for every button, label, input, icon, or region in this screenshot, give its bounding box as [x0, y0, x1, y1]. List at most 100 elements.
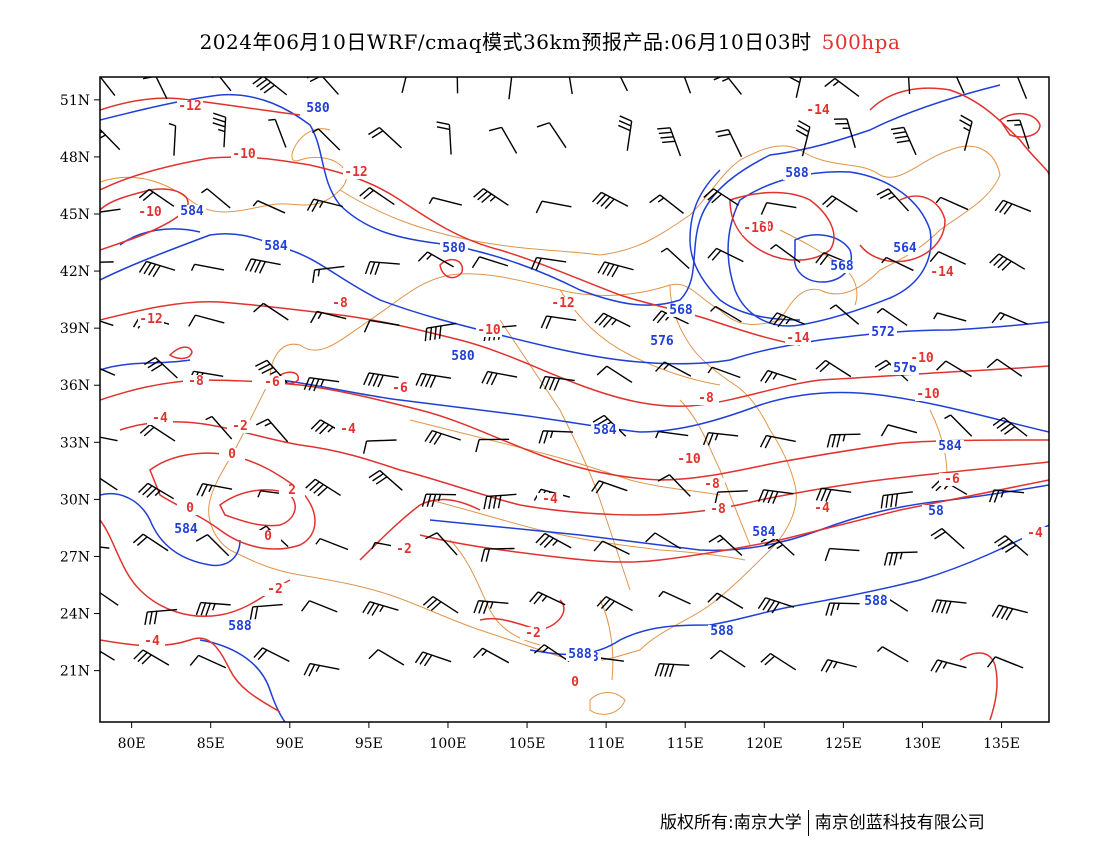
wind-barb: [825, 602, 860, 616]
temperature-label: -8: [332, 296, 348, 311]
wind-barb: [822, 195, 858, 213]
wind-barb: [483, 493, 517, 510]
temperature-contour: [998, 113, 1041, 138]
temperature-label: -4: [340, 422, 356, 437]
wind-barb: [100, 208, 121, 213]
lat-tick-label: 21N: [60, 664, 90, 680]
wind-barb: [824, 547, 860, 562]
wind-barb: [201, 188, 231, 209]
wind-barb: [768, 312, 806, 328]
wind-barb: [592, 191, 629, 210]
wind-barb: [368, 469, 403, 491]
height-label: 584: [264, 239, 288, 254]
wind-barb: [833, 118, 856, 148]
wind-barb: [988, 489, 1025, 503]
wind-barb: [657, 127, 682, 157]
wind-barb: [715, 128, 743, 157]
height-label: 580: [451, 349, 475, 364]
wind-barb: [936, 360, 972, 378]
lat-tick-label: 33N: [60, 435, 90, 451]
wind-barb: [991, 604, 1028, 621]
temperature-label: -4: [144, 634, 160, 649]
temperature-label: -6: [944, 472, 960, 487]
temperature-label: -12: [178, 99, 201, 114]
wind-barb: [660, 247, 690, 270]
temperature-label: -10: [232, 147, 256, 162]
lat-tick-label: 39N: [60, 321, 90, 337]
wind-barb: [593, 540, 630, 555]
border-line: [269, 273, 671, 381]
wind-barb: [471, 256, 509, 269]
temperature-label-bg: [138, 313, 164, 326]
height-label-bg: [178, 205, 206, 218]
height-label-bg: [891, 362, 919, 375]
wind-barb: [138, 482, 175, 500]
height-label-bg: [936, 440, 964, 453]
height-contour: [727, 171, 932, 327]
temperature-label-bg: [1022, 527, 1048, 540]
footer-separator: [807, 810, 809, 836]
wind-barb: [876, 307, 908, 327]
wind-barb: [414, 651, 452, 667]
temperature-label: -8: [710, 502, 726, 517]
wind-barb: [707, 592, 744, 609]
wind-barb: [100, 477, 118, 491]
wind-barb: [935, 196, 969, 211]
wind-barb: [880, 491, 913, 509]
wind-barb: [931, 599, 967, 614]
wind-barb: [363, 372, 399, 388]
temperature-label: -10: [138, 205, 162, 220]
wind-barb: [306, 77, 339, 95]
height-label-bg: [922, 505, 950, 518]
temperature-contour: [168, 346, 193, 360]
temperature-contour: [219, 489, 296, 527]
wind-barb: [252, 200, 286, 214]
wind-barb: [212, 112, 227, 148]
height-label: 568: [669, 303, 693, 318]
temperature-contour: [869, 87, 1049, 176]
height-label: 588: [864, 594, 888, 609]
wind-barb: [618, 115, 633, 151]
lat-tick-label: 30N: [60, 492, 90, 508]
wind-barb: [880, 424, 918, 437]
height-label: 576: [650, 334, 674, 349]
wind-barb: [100, 261, 114, 263]
wind-barb: [144, 608, 178, 626]
wind-barb: [189, 654, 227, 669]
wind-barb: [306, 198, 343, 213]
wind-barb: [929, 251, 967, 265]
height-label-bg: [891, 242, 919, 255]
height-label-bg: [226, 620, 254, 633]
wind-barb: [301, 600, 338, 613]
wind-barb: [876, 646, 909, 663]
title-text: 2024年06月10日WRF/cmaq模式36km预报产品:06月10日03时: [199, 30, 812, 54]
lat-tick-label: 24N: [60, 607, 90, 623]
wind-barb: [539, 375, 575, 391]
wind-barb: [1016, 77, 1028, 99]
temperature-label-bg: [805, 104, 831, 117]
wind-barb: [824, 77, 860, 97]
wind-barb: [100, 320, 114, 327]
wind-barb: [652, 310, 689, 325]
temperature-label: -12: [551, 296, 574, 311]
wind-barb: [424, 429, 461, 445]
temperature-label: 0: [228, 447, 236, 462]
temperature-label-bg: [915, 388, 941, 401]
height-label-bg: [648, 335, 676, 348]
wind-barb: [930, 659, 967, 673]
copyright-text: 版权所有:南京大学: [660, 813, 802, 833]
border-line: [679, 399, 751, 546]
wind-barb: [195, 533, 230, 557]
wind-barb: [759, 434, 796, 449]
wind-barb: [100, 591, 119, 606]
temperature-label-bg: [785, 332, 811, 345]
wind-barb: [533, 644, 570, 663]
wind-barb: [707, 366, 741, 379]
height-label: 584: [174, 522, 198, 537]
wind-barb: [249, 603, 283, 620]
height-label: 564: [893, 241, 917, 256]
wind-barb: [436, 121, 452, 155]
temperature-label-bg: [391, 543, 417, 556]
wind-barb: [596, 596, 633, 612]
temperature-label: -14: [806, 103, 830, 118]
